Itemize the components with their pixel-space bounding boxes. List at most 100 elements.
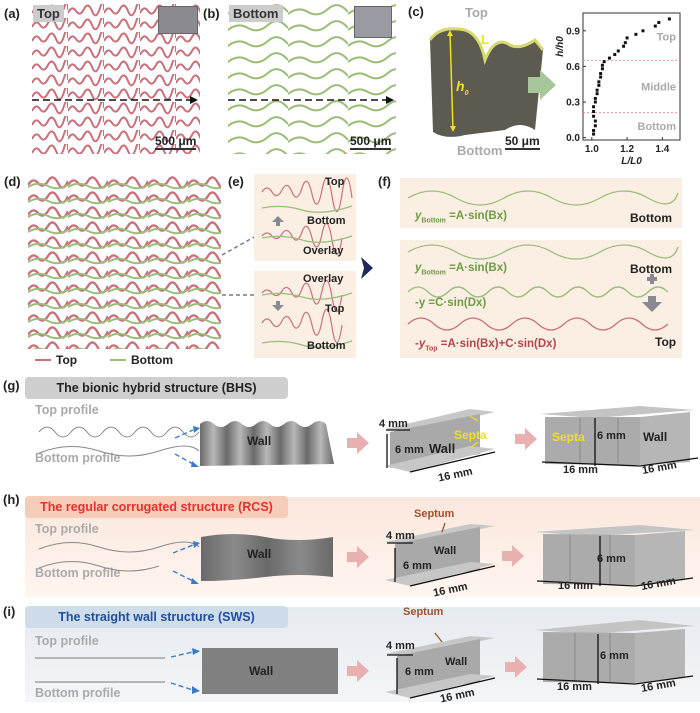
f-box2-eq1: yBottom =A·sin(Bx) (415, 262, 507, 276)
data-point (595, 92, 599, 96)
i-wall-label: Wall (249, 664, 274, 678)
panel-c-label: (c) (408, 4, 424, 19)
legend-bottom-swatch (110, 359, 126, 361)
g2-wall: Wall (643, 430, 668, 444)
data-point (625, 36, 629, 40)
g-ibeam-render (385, 409, 496, 473)
i-septum: Septum (403, 606, 444, 618)
overlay-pattern (28, 176, 221, 349)
panel-g-label: (g) (3, 378, 20, 393)
panel-d-image (28, 176, 221, 349)
region-label: Bottom (638, 121, 677, 133)
f-box1-equation: yBottom =A·sin(Bx) (415, 210, 507, 224)
g2-dim-16a: 16 mm (563, 464, 598, 476)
eq1-rhs: =A·sin(Bx) (449, 262, 507, 274)
y-tick-label: 0.0 (566, 133, 580, 144)
data-point (592, 110, 596, 114)
x-tick-label: 1.0 (585, 144, 599, 155)
x-tick-label: 1.2 (620, 144, 634, 155)
h-top-profile: Top profile (35, 522, 99, 536)
g-dim-6: 6 mm (395, 444, 424, 456)
g-septa: Septa (454, 428, 487, 442)
g-title-banner: The bionic hybrid structure (BHS) (25, 377, 288, 399)
eq-y: y (415, 210, 422, 222)
data-point (616, 49, 620, 53)
down-arrow-icon (642, 302, 662, 312)
h-dim-6: 6 mm (403, 560, 432, 572)
i-dim-4: 4 mm (386, 640, 415, 652)
data-point (593, 96, 597, 100)
h-title-banner: The regular corrugated structure (RCS) (25, 496, 288, 518)
data-point (641, 29, 645, 33)
x-tick-label: 1.4 (655, 144, 669, 155)
chart-frame (582, 12, 681, 141)
i-bottom-profile: Bottom profile (35, 686, 121, 700)
y-tick-label: 0.6 (566, 62, 580, 73)
navy-arrow-icon (361, 257, 373, 279)
data-point (657, 20, 661, 24)
e-box-1 (254, 174, 356, 261)
i-ibeam-render (385, 632, 496, 699)
data-point (592, 114, 596, 118)
region-label: Middle (641, 82, 676, 94)
data-point (613, 53, 617, 57)
data-point (634, 32, 638, 36)
i-wall-render (202, 648, 338, 694)
i2-dim-6: 6 mm (600, 650, 629, 662)
e-box-1-curves (261, 177, 353, 256)
eq3-sub: Top (425, 345, 438, 353)
data-point (607, 56, 611, 60)
panel-b-label: (b) (203, 6, 220, 21)
eq3-rhs: =A·sin(Bx)+C·sin(Dx) (440, 338, 557, 350)
panel-a-label: (a) (4, 6, 20, 21)
h-panel-render (535, 525, 695, 587)
i-panel-render (535, 620, 695, 685)
c-top-label: Top (465, 5, 488, 20)
panel-b-tag: Bottom (229, 5, 283, 22)
eq-rhs: =A·sin(Bx) (449, 210, 507, 222)
data-point (597, 80, 601, 84)
eq3-y: -y (415, 338, 426, 350)
i2-dim-16a: 16 mm (557, 681, 592, 693)
f-box2-bottom: Bottom (630, 262, 672, 276)
f-box-1 (400, 178, 682, 228)
g-panel-render (540, 406, 699, 467)
h-dim-4: 4 mm (386, 530, 415, 542)
i-top-profile: Top profile (35, 634, 99, 648)
data-point (595, 88, 599, 92)
micro-cube-icon (158, 6, 198, 34)
data-point (597, 83, 601, 87)
e-box2-overlay: Overlay (303, 273, 344, 285)
h-wall-label: Wall (247, 547, 272, 561)
data-point (623, 41, 627, 45)
data-point (602, 60, 606, 64)
y-tick-label: 0.3 (566, 98, 580, 109)
data-point (599, 72, 603, 76)
h0-sub: 0 (464, 89, 469, 97)
h2-dim-6: 6 mm (597, 553, 626, 565)
i-profiles (35, 648, 200, 694)
legend-bottom-text: Bottom (131, 353, 173, 367)
g-wall-label: Wall (247, 434, 272, 448)
e-box1-top: Top (325, 176, 345, 188)
f-box2-eq3: -yTop =A·sin(Bx)+C·sin(Dx) (415, 338, 556, 352)
i-ibeam-wall: Wall (445, 656, 468, 668)
g-wall-render (200, 421, 334, 466)
data-point (593, 100, 597, 104)
green-arrow-icon (528, 70, 556, 100)
h-septum: Septum (414, 508, 455, 520)
panel-a-scale: 500 μm (155, 134, 197, 150)
panel-b-image (228, 4, 396, 154)
data-point (600, 67, 604, 71)
e-box-2 (254, 271, 356, 358)
data-point (600, 63, 604, 67)
plus-icon (647, 274, 657, 284)
h-wall-render (201, 534, 333, 581)
f-box1-bottom: Bottom (630, 211, 672, 225)
c-bottom-label: Bottom (457, 143, 503, 158)
f-box-1-curve (407, 190, 679, 206)
h-ibeam-wall: Wall (434, 545, 457, 557)
legend-top: Top (35, 353, 77, 367)
h-bottom-profile: Bottom profile (35, 566, 121, 580)
g-top-profile: Top profile (35, 403, 99, 417)
